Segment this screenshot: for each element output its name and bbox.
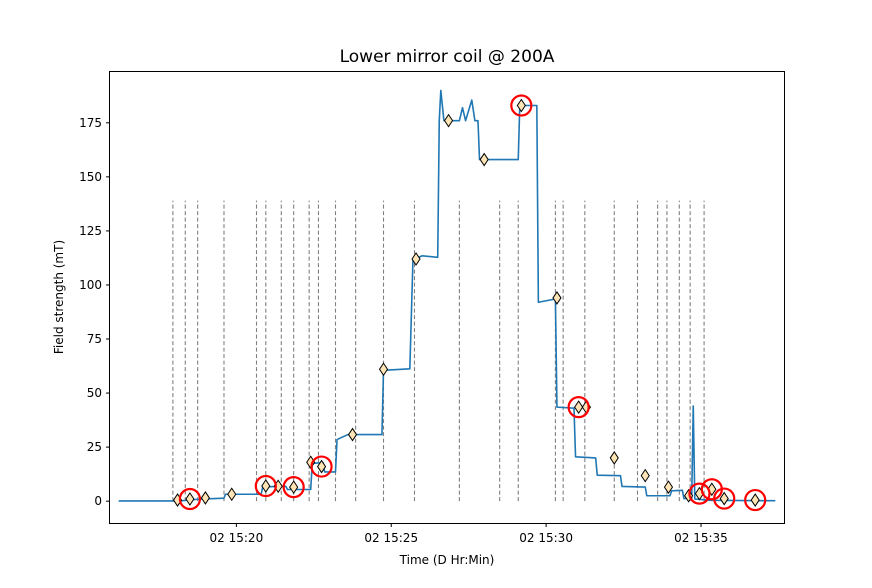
highlight-circle bbox=[282, 476, 305, 499]
y-tick-label: 125 bbox=[79, 224, 102, 238]
y-tick-label: 25 bbox=[87, 440, 102, 454]
y-tick-label: 175 bbox=[79, 116, 102, 130]
x-axis-ticks: 02 15:20 02 15:25 02 15:30 02 15:35 bbox=[210, 523, 728, 545]
diamond-marker bbox=[574, 400, 584, 415]
y-axis-ticks: 0 25 50 75 100 125 150 175 bbox=[79, 116, 110, 508]
diamond-marker bbox=[719, 491, 729, 506]
diamond-marker bbox=[185, 492, 195, 506]
series-line bbox=[118, 89, 776, 502]
diamond-marker bbox=[347, 427, 358, 442]
diamond-marker bbox=[479, 152, 489, 167]
highlight-circle bbox=[254, 474, 277, 498]
highlight-circle bbox=[688, 482, 711, 505]
highlight-circle bbox=[744, 488, 767, 512]
diamond-marker bbox=[289, 480, 299, 495]
x-tick-label: 02 15:25 bbox=[364, 531, 418, 545]
diamond-marker bbox=[609, 451, 619, 465]
y-tick-label: 0 bbox=[94, 494, 102, 508]
highlight-circle bbox=[310, 455, 333, 478]
x-tick-label: 02 15:30 bbox=[519, 531, 573, 545]
highlight-circle bbox=[567, 396, 590, 419]
y-tick-label: 100 bbox=[79, 278, 102, 292]
diamond-marker bbox=[411, 252, 421, 266]
y-tick-label: 150 bbox=[79, 170, 102, 184]
diamond-marker bbox=[443, 113, 454, 128]
x-tick-label: 02 15:20 bbox=[210, 531, 264, 545]
diamond-marker bbox=[552, 291, 562, 305]
highlight-circle bbox=[178, 487, 202, 511]
diamond-marker bbox=[200, 491, 211, 505]
y-axis-label: Field strength (mT) bbox=[52, 240, 66, 354]
diamond-marker bbox=[663, 480, 674, 495]
x-axis-label: Time (D Hr:Min) bbox=[399, 553, 495, 567]
diamond-marker bbox=[378, 362, 389, 377]
diamond-marker bbox=[316, 459, 327, 474]
diamond-marker bbox=[750, 493, 760, 507]
diamond-marker bbox=[516, 98, 526, 113]
diamond-marker bbox=[640, 468, 650, 483]
highlight-layer bbox=[178, 94, 767, 512]
y-tick-label: 50 bbox=[87, 386, 102, 400]
y-tick-label: 75 bbox=[87, 332, 102, 346]
highlight-circle bbox=[713, 487, 736, 510]
marker-layer bbox=[172, 98, 760, 507]
diamond-marker bbox=[261, 479, 271, 493]
diamond-marker bbox=[227, 487, 237, 502]
x-tick-label: 02 15:35 bbox=[674, 531, 728, 545]
segment-boundaries bbox=[172, 200, 705, 502]
plot-frame bbox=[109, 71, 785, 524]
series-layer bbox=[118, 89, 776, 502]
highlight-circle bbox=[510, 94, 533, 117]
chart-title: Lower mirror coil @ 200A bbox=[340, 47, 555, 67]
